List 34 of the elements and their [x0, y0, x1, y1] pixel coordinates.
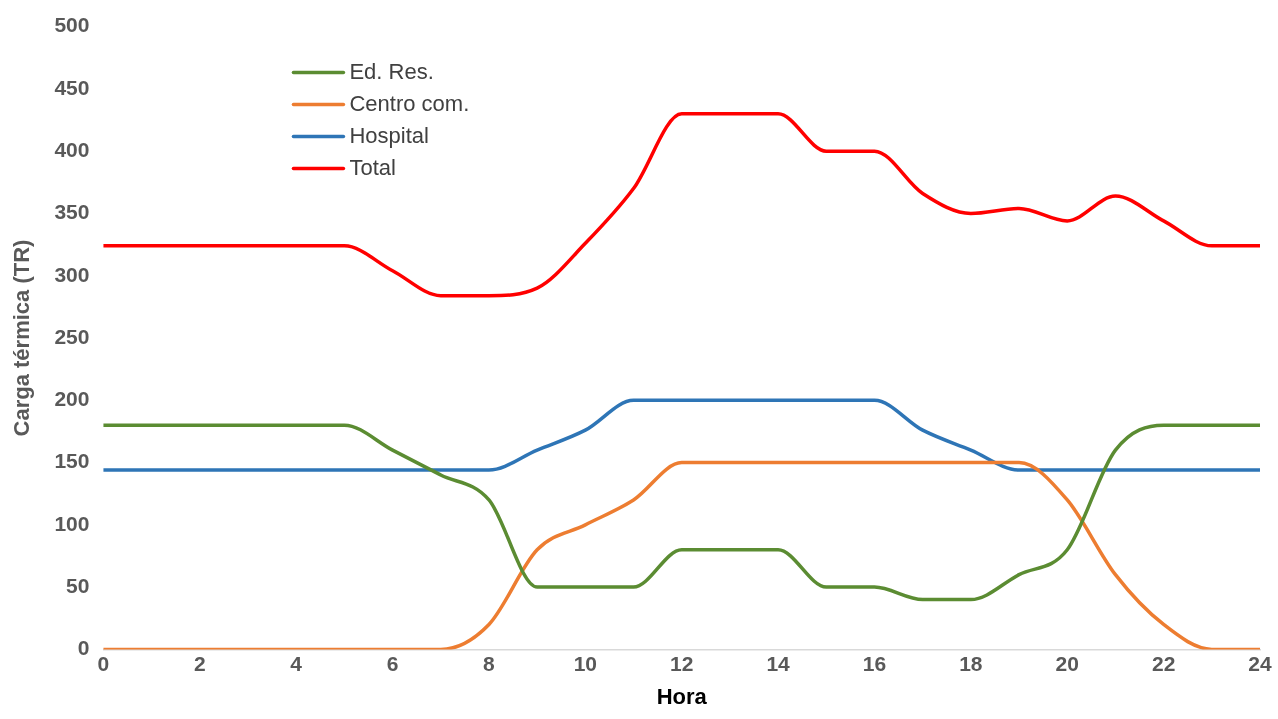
y-tick-label: 400 [54, 137, 90, 161]
legend-label: Total [349, 154, 396, 180]
line-series [103, 423, 1260, 602]
x-tick-label: 24 [1248, 651, 1272, 675]
y-tick-label: 350 [54, 200, 90, 224]
x-tick-label: 10 [573, 651, 598, 675]
y-tick-label: 300 [54, 262, 90, 286]
line-series [103, 398, 1260, 472]
y-tick-label: 500 [54, 13, 90, 37]
legend-label: Hospital [349, 122, 429, 148]
legend-label: Ed. Res. [349, 58, 434, 84]
x-tick-label: 22 [1151, 651, 1176, 675]
x-tick-label: 0 [97, 651, 110, 675]
y-axis-title: Carga térmica (TR) [9, 239, 35, 437]
line-series [103, 460, 1260, 650]
x-axis-title: Hora [656, 683, 708, 709]
x-tick-label: 14 [766, 651, 791, 675]
x-tick-label: 18 [959, 651, 983, 675]
y-tick-label: 100 [54, 511, 90, 535]
x-tick-label: 8 [483, 651, 496, 675]
x-tick-label: 12 [670, 651, 694, 675]
y-tick-label: 150 [54, 449, 90, 473]
x-tick-label: 20 [1055, 651, 1079, 675]
line-series [103, 112, 1260, 298]
y-tick-label: 200 [54, 387, 90, 411]
y-tick-label: 0 [77, 636, 90, 660]
legend-label: Centro com. [349, 90, 470, 116]
x-tick-label: 2 [193, 651, 206, 675]
y-tick-label: 250 [54, 324, 90, 348]
x-tick-label: 4 [290, 651, 303, 675]
x-tick-label: 6 [386, 651, 399, 675]
y-tick-label: 50 [66, 573, 90, 597]
y-tick-label: 450 [54, 75, 90, 99]
x-tick-label: 16 [862, 651, 887, 675]
